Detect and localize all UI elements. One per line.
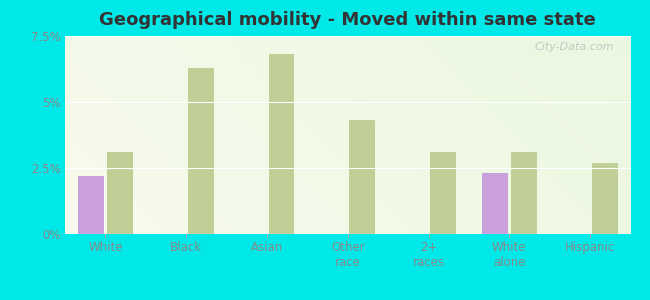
Bar — [592, 163, 618, 234]
Bar — [482, 173, 508, 234]
Text: City-Data.com: City-Data.com — [534, 42, 614, 52]
Bar — [511, 152, 537, 234]
Bar — [430, 152, 456, 234]
Bar — [268, 55, 294, 234]
Bar — [107, 152, 133, 234]
Title: Geographical mobility - Moved within same state: Geographical mobility - Moved within sam… — [99, 11, 596, 29]
Bar — [78, 176, 104, 234]
Bar — [188, 68, 214, 234]
Bar — [349, 121, 375, 234]
